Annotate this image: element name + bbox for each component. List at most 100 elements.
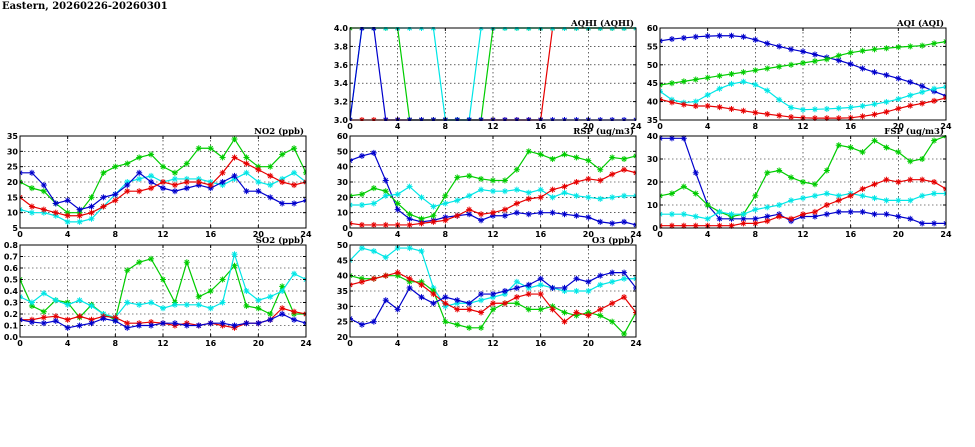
- o3-series-3-point: [585, 278, 592, 285]
- aqi-series-0-point: [859, 65, 866, 72]
- no2-series-0-point: [112, 163, 119, 170]
- so2-series-0-point: [255, 305, 262, 312]
- o3-series-3-point: [561, 284, 568, 291]
- x-tick-label: 0: [657, 230, 663, 239]
- fsp-series-3-point: [871, 181, 878, 188]
- aqi-series-0-point: [788, 46, 795, 53]
- y-tick-label: 0.1: [4, 322, 19, 331]
- rsp-series-3-point: [466, 206, 473, 213]
- no2-series-3-point: [171, 182, 178, 189]
- y-tick-label: 40: [647, 132, 659, 141]
- rsp-series-1-point: [358, 191, 365, 198]
- x-tick-label: 20: [893, 230, 905, 239]
- fsp-series-1-point: [692, 190, 699, 197]
- aqi-series-3-point: [728, 105, 735, 112]
- fsp-series-1-point: [752, 192, 759, 199]
- fsp-series-2-point: [764, 204, 771, 211]
- fsp-series-1-point: [680, 183, 687, 190]
- aqi-series-3-point: [704, 103, 711, 110]
- no2-series-group: [20, 136, 306, 225]
- fsp-series-0-point: [660, 135, 663, 142]
- no2-series-2-point: [136, 169, 143, 176]
- no2-series-3-point: [267, 172, 274, 179]
- rsp-series-2-point: [430, 203, 437, 210]
- aqi-chart: 0 4 8 12 16 20 24 35 40 45 50 55 60 AQI (AQI): [647, 18, 952, 131]
- fsp-series-0-point: [847, 208, 854, 215]
- aqi-series-1-point: [907, 43, 914, 50]
- aqi-series-3-point: [740, 107, 747, 114]
- no2-series-0-point: [124, 160, 131, 167]
- rsp-series-3-point: [358, 221, 365, 228]
- no2-series-0-point: [219, 154, 226, 161]
- rsp-series-1-point: [537, 151, 544, 158]
- o3-series-0-point: [621, 275, 628, 282]
- rsp-series-2-point: [442, 200, 449, 207]
- x-tick-label: 8: [113, 339, 119, 348]
- fsp-series-3-point: [823, 202, 830, 208]
- rsp-series-3-point: [490, 209, 496, 216]
- rsp-series-2-point: [370, 200, 377, 207]
- fsp-series-3-point: [764, 218, 771, 225]
- fsp-series-3-point: [931, 179, 938, 185]
- rsp-series-2-point: [609, 194, 616, 201]
- so2-series-3-point: [160, 320, 166, 327]
- aqi-series-3-point: [931, 97, 938, 104]
- aqi-series-0-point: [883, 72, 890, 79]
- so2-series-3-point: [255, 320, 262, 327]
- rsp-series-3-point: [382, 221, 389, 228]
- x-tick-label: 16: [535, 230, 547, 239]
- x-tick-label: 16: [535, 339, 547, 348]
- y-tick-label: 50: [647, 61, 659, 70]
- aqi-series-3-point: [871, 111, 878, 118]
- x-tick-label: 16: [205, 339, 217, 348]
- fsp-series-1-point: [823, 167, 830, 174]
- so2-series-1-point: [291, 270, 298, 277]
- aqhi-series-line-1: [350, 27, 636, 121]
- aqi-series-1-point: [704, 74, 711, 81]
- no2-series-3-point: [183, 179, 190, 185]
- so2-series-1-point: [40, 290, 47, 297]
- no2-series-3-point: [40, 206, 47, 213]
- fsp-series-0-point: [883, 211, 890, 218]
- rsp-series-1-point: [513, 166, 520, 173]
- no2-series-2-point: [231, 172, 238, 179]
- y-tick-label: 0.0: [4, 333, 19, 342]
- aqi-series-2-point: [919, 89, 926, 96]
- aqi-series-0-point: [919, 83, 926, 90]
- fsp-series-2-point: [859, 192, 866, 199]
- fsp-series-0-point: [835, 208, 842, 215]
- no2-series-0-point: [279, 151, 286, 158]
- so2-chart-title: SO2 (ppb): [256, 235, 304, 246]
- so2-series-3-point: [291, 316, 298, 323]
- so2-series-3-point: [40, 320, 47, 327]
- aqi-series-0-point: [728, 32, 735, 39]
- rsp-series-0-point: [561, 211, 568, 218]
- aqi-series-0-point: [895, 75, 902, 82]
- o3-series-3-point: [454, 297, 461, 304]
- so2-series-3-point: [136, 322, 143, 329]
- no2-series-2-point: [279, 200, 286, 207]
- aqi-series-0-point: [847, 61, 854, 68]
- rsp-series-1-point: [490, 177, 496, 184]
- rsp-series-1-point: [430, 212, 437, 219]
- aqi-series-1-point: [883, 45, 890, 52]
- y-tick-label: 4.0: [334, 24, 349, 33]
- no2-chart-title: NO2 (ppb): [254, 126, 304, 137]
- y-tick-label: 40: [337, 272, 349, 281]
- no2-series-1-point: [291, 169, 298, 176]
- fsp-series-1-point: [811, 181, 818, 188]
- so2-series-1-point: [279, 288, 286, 294]
- so2-series-3-point: [124, 324, 131, 331]
- y-tick-label: 50: [337, 147, 349, 156]
- aqhi-grid: [350, 28, 636, 120]
- rsp-series-1-point: [454, 174, 461, 181]
- no2-series-1-point: [28, 209, 35, 216]
- y-tick-label: 60: [647, 24, 659, 33]
- fsp-series-1-point: [919, 156, 926, 162]
- aqi-series-3-point: [788, 114, 795, 121]
- so2-series-0-point: [148, 255, 155, 262]
- rsp-ticks: 0 4 8 12 16 20 24 0 10 20 30 40 50 60: [337, 132, 642, 239]
- fsp-series-1-point: [847, 144, 854, 151]
- aqi-series-0-point: [704, 33, 711, 40]
- no2-series-3-point: [219, 169, 226, 176]
